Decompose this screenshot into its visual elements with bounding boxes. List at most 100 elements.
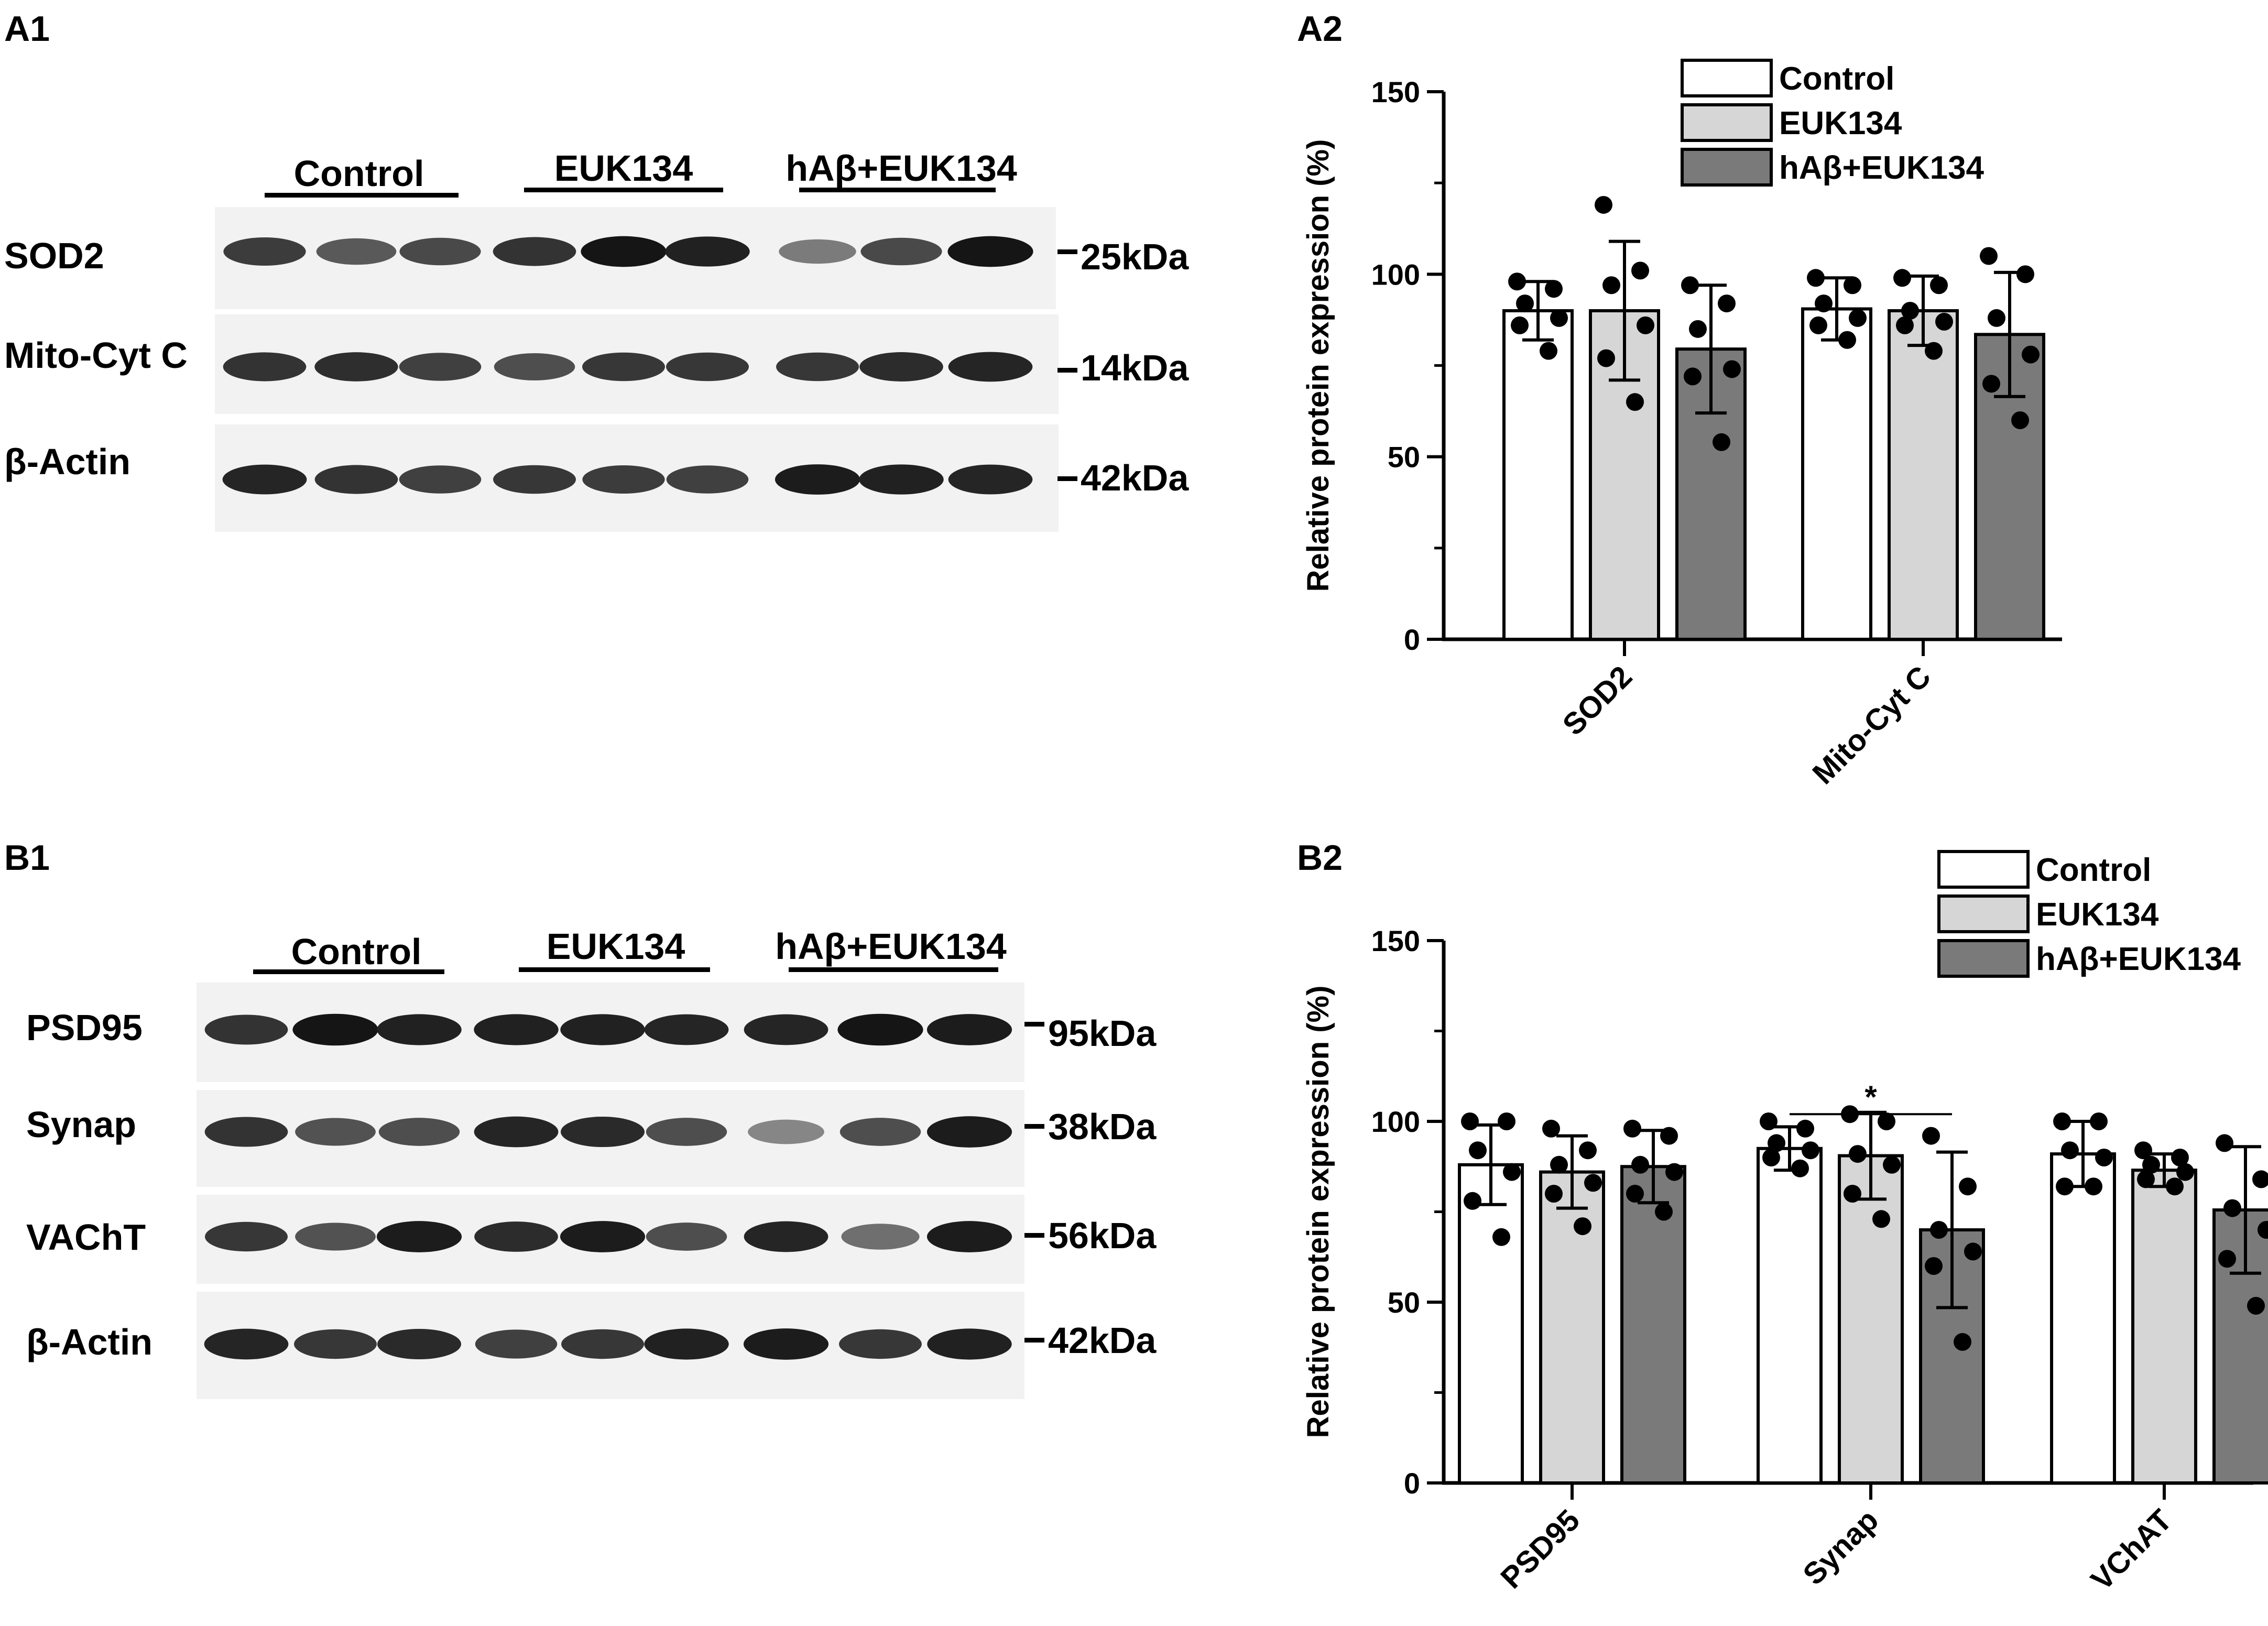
blot-band (294, 1329, 377, 1359)
group-underline-control (265, 193, 459, 198)
data-point (1595, 195, 1612, 214)
blot-band (474, 1221, 558, 1252)
blot-row-label-beta-actin: β-Actin (4, 441, 130, 482)
data-point (1626, 393, 1644, 411)
marker-label-25kda: 25kDa (1081, 236, 1189, 277)
y-tick-label: 50 (1388, 441, 1420, 474)
data-point (1713, 433, 1730, 451)
data-point (1508, 272, 1526, 291)
data-point (1684, 367, 1702, 386)
data-point (1872, 1210, 1890, 1228)
marker-label-56kda: 56kDa (1048, 1215, 1157, 1256)
blot-band (926, 1221, 1012, 1252)
data-point (1802, 1141, 1819, 1160)
blot-band (292, 1013, 378, 1046)
blot-group-label-habeta-euk134: hAβ+EUK134 (775, 926, 1007, 967)
blot-band (839, 1118, 921, 1146)
legend-label: EUK134 (1779, 105, 1902, 141)
data-point (1516, 294, 1534, 313)
y-axis-title: Relative protein expression (%) (1301, 986, 1335, 1438)
blot-band (493, 465, 576, 494)
data-point (1982, 375, 2000, 393)
data-point (1760, 1112, 1778, 1130)
marker-tick-14kda (1057, 368, 1077, 373)
data-point (2016, 265, 2034, 283)
data-point (2056, 1177, 2074, 1196)
blot-band (494, 353, 575, 380)
blot-row-label-synap: Synap (26, 1104, 136, 1145)
data-point (2090, 1112, 2108, 1130)
y-tick-label: 150 (1371, 924, 1420, 957)
data-point (2061, 1141, 2079, 1160)
data-point (2134, 1141, 2152, 1160)
y-tick-label: 0 (1404, 623, 1420, 656)
blot-band (475, 1329, 558, 1359)
blot-band (646, 1223, 727, 1251)
data-point (1574, 1217, 1591, 1236)
blot-band (947, 236, 1033, 267)
data-point (1689, 320, 1707, 338)
bar (1502, 309, 1574, 641)
y-axis-title: Relative protein expression (%) (1301, 139, 1335, 592)
blot-bands-a1 (222, 236, 1033, 495)
group-underline-control (253, 969, 444, 974)
data-point (1718, 294, 1736, 313)
y-tick-label: 0 (1404, 1467, 1420, 1500)
blot-band (926, 1014, 1012, 1045)
blot-band (859, 352, 943, 381)
data-point (1844, 276, 1861, 294)
x-category-label: Mito-Cyt C (1806, 659, 1937, 791)
marker-label-95kda: 95kDa (1048, 1013, 1157, 1054)
blot-band (775, 464, 860, 495)
marker-tick-42kda (1024, 1338, 1044, 1343)
blot-band (474, 1014, 559, 1045)
y-tick-label: 150 (1371, 75, 1420, 108)
data-point (1631, 1155, 1649, 1174)
blot-band (222, 464, 307, 495)
bar-chart-b2: 0 50 100 150 Relative protein expression (%)… (1301, 850, 2268, 1597)
blot-band (204, 1014, 288, 1045)
blot-row-label-mito-cyt-c: Mito-Cyt C (4, 335, 188, 376)
blot-band (860, 237, 942, 266)
data-point (2223, 1199, 2241, 1217)
blot-band (859, 464, 944, 495)
data-point (2176, 1163, 2194, 1181)
legend-swatch (1937, 894, 2030, 933)
blot-group-label-habeta-euk134: hAβ+EUK134 (786, 148, 1017, 189)
data-point (1503, 1163, 1521, 1181)
data-point (1809, 316, 1827, 334)
blot-band (223, 237, 306, 266)
blot-bands-b1 (204, 1013, 1012, 1360)
data-point (2171, 1149, 2189, 1166)
data-point (1597, 349, 1615, 367)
data-point (2137, 1170, 2155, 1188)
data-point (2216, 1134, 2233, 1152)
blot-group-label-euk134: EUK134 (547, 926, 685, 967)
x-category-label: SOD2 (1556, 659, 1639, 742)
blot-group-label-euk134: EUK134 (554, 148, 693, 189)
blot-band (316, 238, 397, 265)
marker-label-38kda: 38kDa (1048, 1106, 1157, 1147)
data-point (2011, 411, 2029, 429)
data-point (1540, 342, 1557, 360)
panel-label-b1: B1 (4, 838, 50, 878)
data-point (2218, 1250, 2236, 1268)
legend-swatch (1681, 103, 1773, 142)
bar-chart-a2: 0 50 100 150 Relative protein expression (%)… (1301, 59, 2062, 791)
data-point (1550, 309, 1568, 327)
blot-band (204, 1117, 288, 1147)
data-point (1545, 280, 1563, 298)
data-point (1930, 276, 1948, 294)
blot-group-label-control: Control (291, 931, 422, 972)
blot-band (748, 1119, 824, 1144)
blot-band (560, 1221, 646, 1252)
blot-band (646, 1118, 727, 1146)
panel-label-b2: B2 (1297, 838, 1343, 878)
data-point (1796, 1119, 1814, 1138)
blot-group-label-control: Control (294, 153, 424, 194)
data-point (1807, 269, 1825, 287)
bar (2050, 1152, 2116, 1485)
data-point (1980, 247, 1998, 265)
data-point (1878, 1112, 1895, 1130)
marker-label-42kda: 42kDa (1081, 457, 1189, 498)
